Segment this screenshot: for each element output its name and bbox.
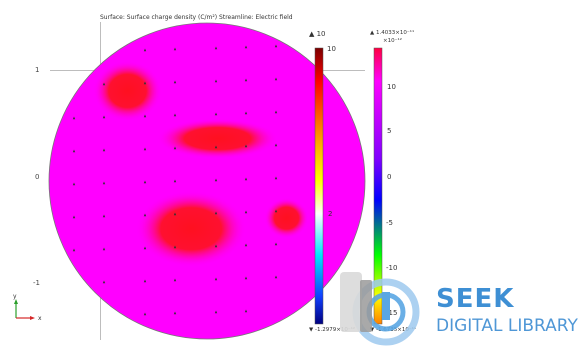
streamline-arrow	[244, 111, 248, 115]
streamline-arrow	[274, 77, 278, 81]
streamline-arrow	[173, 245, 177, 249]
streamline-arrow	[173, 47, 177, 51]
colorbar-right-tick: -10	[386, 264, 398, 272]
colorbar-right-tick: 5	[387, 127, 392, 135]
streamline-arrow	[244, 177, 248, 181]
streamline-arrow	[173, 146, 177, 150]
plot-title: Surface: Surface charge density (C/m²) S…	[100, 14, 293, 21]
streamline-arrow	[72, 248, 76, 252]
charge-hotspots	[93, 60, 309, 267]
streamline-arrow	[244, 45, 248, 49]
streamline-arrow	[274, 209, 278, 213]
colorbar-right	[373, 47, 383, 325]
colorbar-left	[314, 47, 324, 325]
charge-hotspot	[93, 60, 162, 121]
colorbar-left-min: ▼ -1.2979×10⁻¹²	[309, 327, 356, 333]
colorbar-right-tick: -15	[386, 309, 398, 317]
colorbar-right-max: ▲ 1.4033×10⁻¹¹	[370, 30, 415, 36]
streamline-arrow	[214, 244, 218, 248]
streamline-arrow	[274, 143, 278, 147]
ytick-0: 0	[35, 173, 40, 181]
streamline-arrow	[72, 215, 76, 219]
triad-x-label: x	[38, 315, 42, 322]
streamline-arrow	[173, 113, 177, 117]
streamline-arrow	[173, 278, 177, 282]
streamline-arrow	[214, 211, 218, 215]
ytick-1: 1	[35, 66, 40, 74]
streamline-arrow	[72, 149, 76, 153]
streamline-arrow	[173, 179, 177, 183]
streamline-arrow	[214, 178, 218, 182]
streamline-arrow	[143, 114, 147, 118]
streamline-arrow	[244, 276, 248, 280]
streamline-arrow	[102, 115, 106, 119]
axis-triad-icon: y x	[13, 293, 42, 322]
streamline-arrow	[274, 44, 278, 48]
charge-hotspot	[136, 190, 247, 267]
watermark-logo: SEEK DIGITAL LIBRARY	[330, 262, 580, 358]
colorbar-left-tick-top: 10	[327, 45, 336, 53]
streamline-arrow	[143, 81, 147, 85]
streamline-arrow	[102, 82, 106, 86]
streamline-arrow	[102, 280, 106, 284]
streamline-arrow	[274, 242, 278, 246]
streamline-arrow	[72, 182, 76, 186]
colorbar-left-tick-mid: 2	[328, 210, 333, 218]
streamline-arrow	[274, 275, 278, 279]
streamline-arrow	[214, 46, 218, 50]
streamline-arrow	[214, 310, 218, 314]
streamline-arrow	[102, 214, 106, 218]
streamline-arrow	[244, 144, 248, 148]
streamline-arrow	[244, 210, 248, 214]
colorbar-left-max: ▲ 10	[309, 30, 326, 38]
streamline-arrow	[102, 247, 106, 251]
streamline-arrow	[143, 312, 147, 316]
streamline-arrow	[173, 311, 177, 315]
streamline-arrow	[274, 176, 278, 180]
watermark-subtitle: DIGITAL LIBRARY	[436, 316, 578, 336]
streamline-arrow	[274, 110, 278, 114]
triad-y-label: y	[13, 293, 17, 300]
colorbar-right-exponent: ×10⁻¹²	[383, 38, 402, 44]
streamline-arrow	[143, 246, 147, 250]
colorbar-right-tick: 0	[387, 173, 392, 181]
streamline-arrow	[102, 148, 106, 152]
streamline-arrow	[143, 147, 147, 151]
colorbar-right-tick: 10	[387, 83, 396, 91]
streamline-arrow	[143, 213, 147, 217]
colorbar-right-tick: -5	[386, 219, 393, 227]
streamline-arrow	[173, 80, 177, 84]
streamline-arrow	[102, 181, 106, 185]
ytick-minus1: -1	[33, 279, 40, 287]
charge-hotspot	[264, 198, 309, 239]
streamline-arrow	[214, 112, 218, 116]
streamline-arrow	[143, 180, 147, 184]
charge-hotspot	[157, 118, 278, 159]
streamline-arrow	[244, 243, 248, 247]
streamline-arrow	[244, 309, 248, 313]
watermark-brand: SEEK	[436, 284, 515, 314]
streamline-arrow	[214, 145, 218, 149]
streamline-arrow	[72, 116, 76, 120]
streamline-arrow	[143, 48, 147, 52]
streamline-arrow	[214, 277, 218, 281]
streamline-arrow	[214, 79, 218, 83]
streamline-arrow	[173, 212, 177, 216]
streamline-arrow	[244, 78, 248, 82]
streamline-arrow	[143, 279, 147, 283]
seek-logo-icon	[340, 272, 420, 346]
